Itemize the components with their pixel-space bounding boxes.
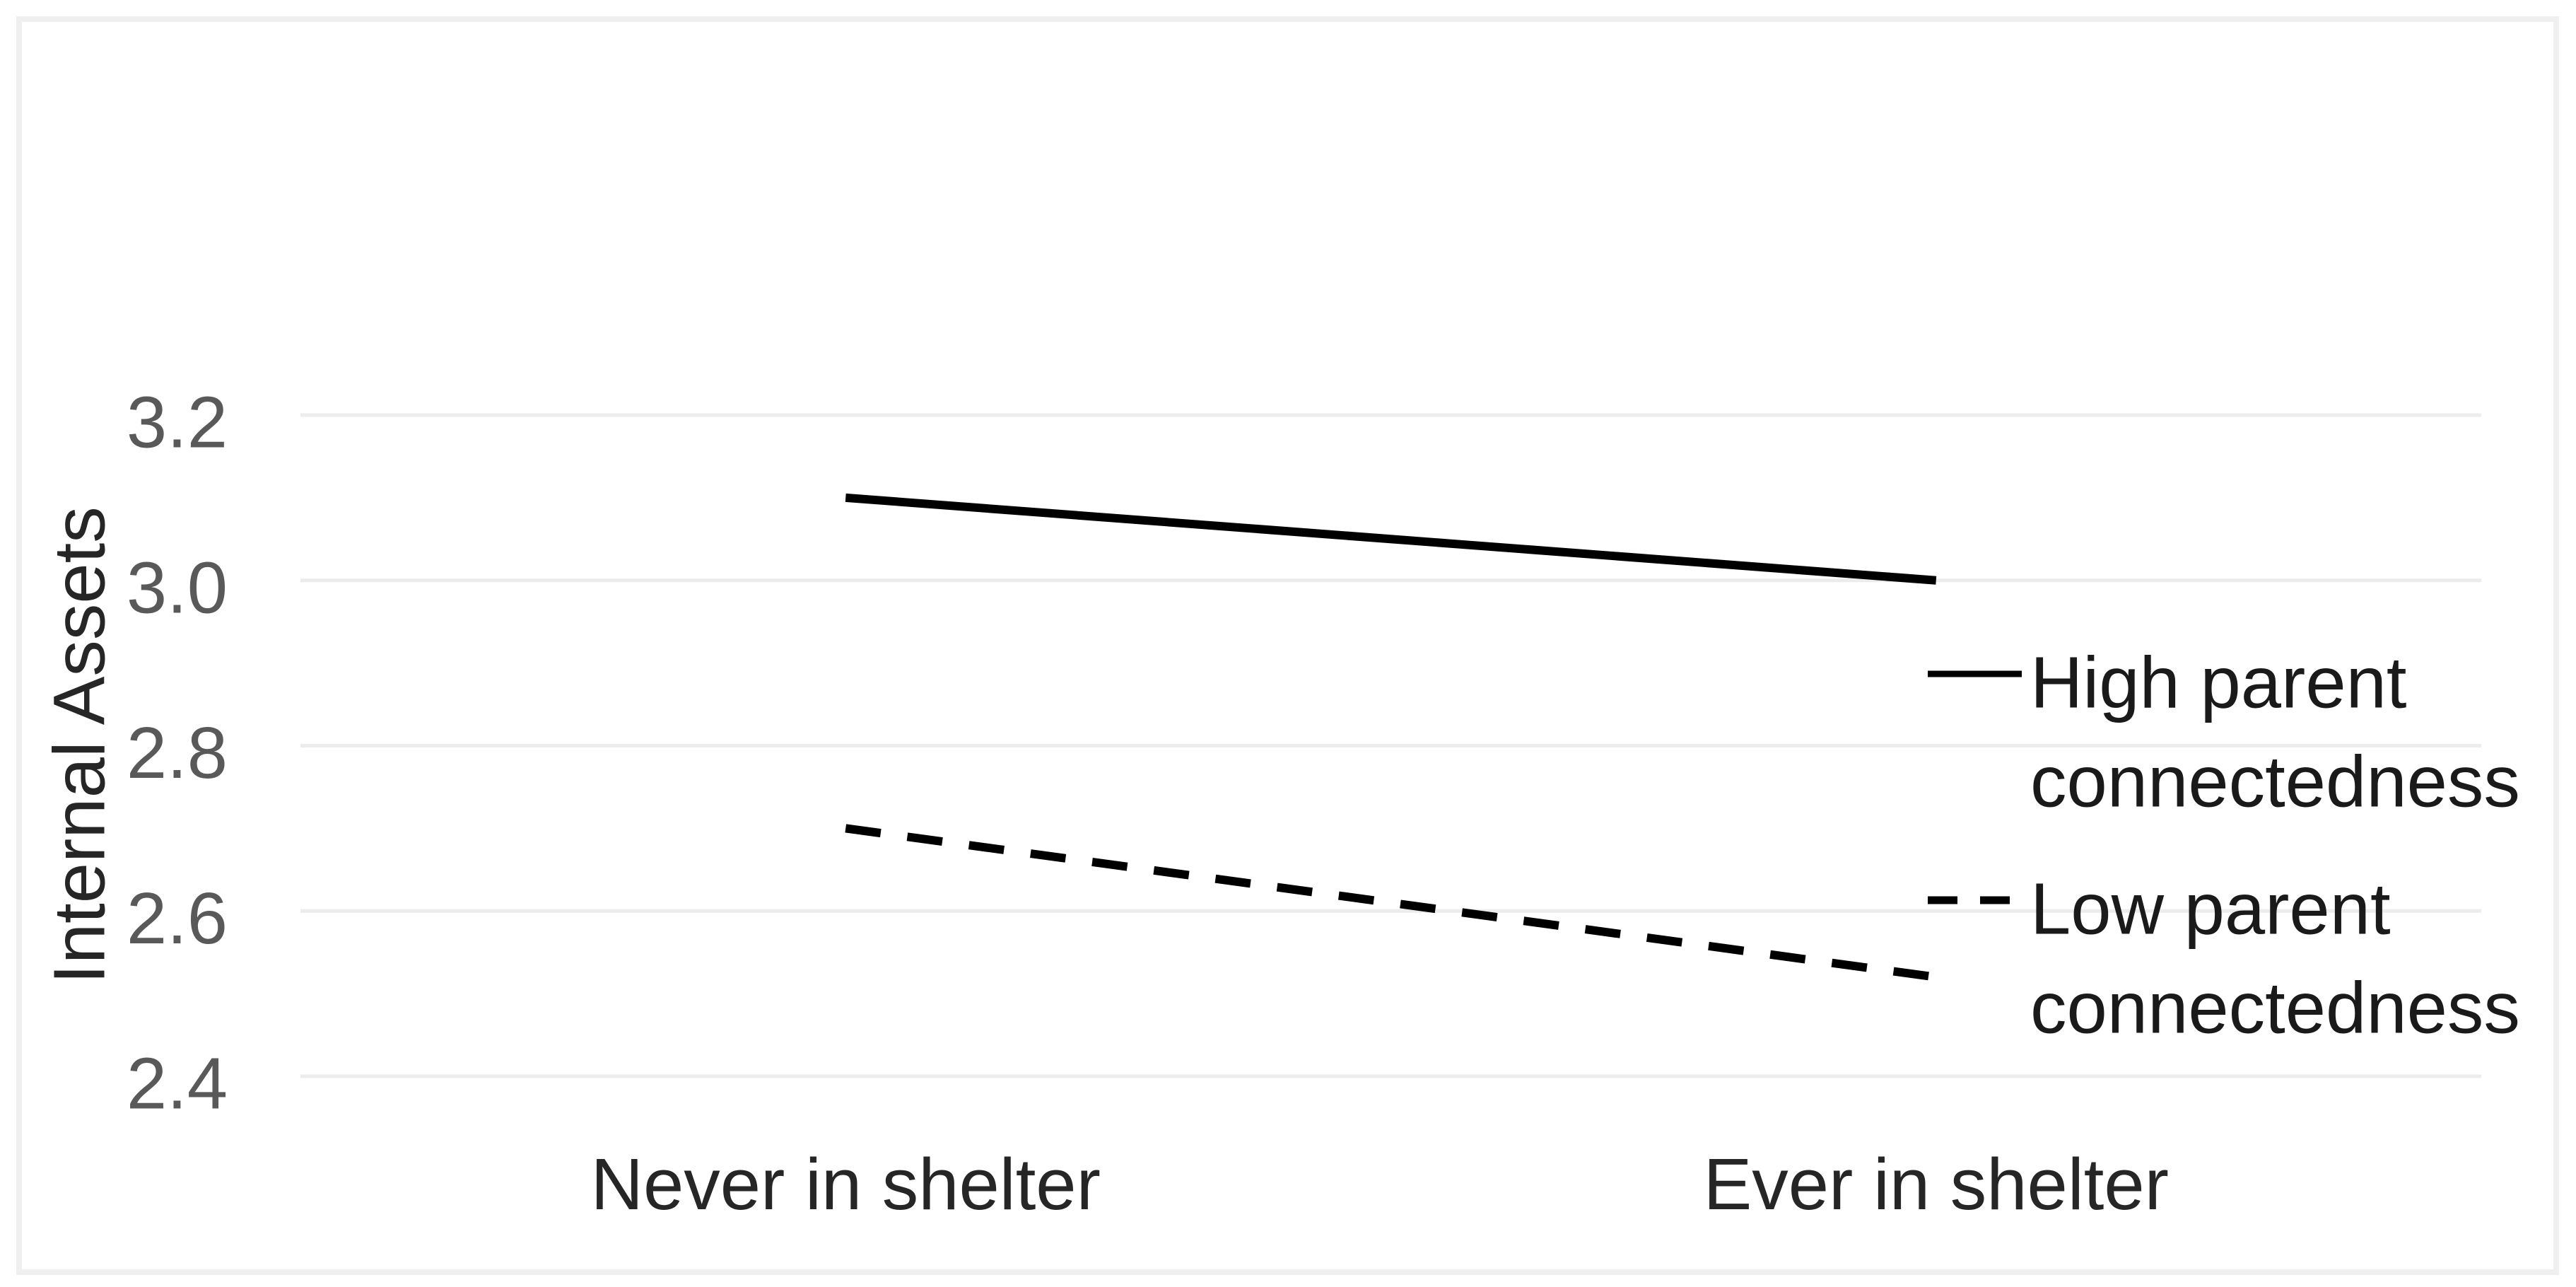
y-tick-label: 2.4 [127,1043,228,1124]
y-tick-label: 3.2 [127,382,228,463]
y-axis-title: Internal Assets [38,506,120,984]
x-axis-category-labels: Never in shelter Ever in shelter [591,1143,2169,1225]
x-category-label: Never in shelter [591,1143,1101,1225]
gridlines [300,413,2481,1078]
legend-label-line: connectedness [2030,741,2520,822]
legend-label-line: Low parent [2030,868,2391,950]
data-series [845,493,1937,982]
y-axis-tick-labels: 3.2 3.0 2.8 2.6 2.4 [127,382,228,1124]
figure-border [16,16,2559,1275]
series-line-low-parent [845,824,1937,982]
series-line-high-parent [845,493,1937,585]
legend: High parent connectedness Low parent connec… [1928,642,2520,1049]
legend-entry: Low parent connectedness [1928,868,2520,1049]
legend-entry: High parent connectedness [1928,642,2520,822]
y-tick-label: 2.6 [127,878,228,959]
legend-label-line: connectedness [2030,967,2520,1049]
x-category-label: Ever in shelter [1704,1143,2169,1225]
y-tick-label: 3.0 [127,547,228,628]
y-tick-label: 2.8 [127,712,228,793]
legend-label-line: High parent [2030,642,2407,723]
